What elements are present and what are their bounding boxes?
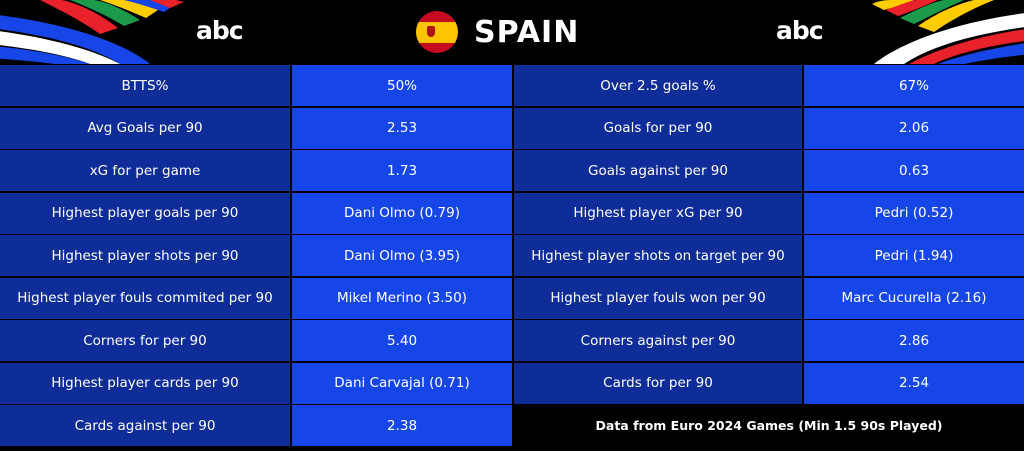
table-row: Cards against per 90 2.38 Data from Euro… (0, 405, 1024, 447)
stat-value-right: Pedri (1.94) (804, 235, 1024, 276)
team-title-group: SPAIN (416, 10, 579, 54)
table-row: Highest player goals per 90 Dani Olmo (0… (0, 192, 1024, 235)
stat-label-right: Corners against per 90 (514, 320, 802, 361)
stat-value-right: Marc Cucurella (2.16) (804, 277, 1024, 319)
stat-value-right: 2.54 (804, 362, 1024, 404)
table-row: Highest player cards per 90 Dani Carvaja… (0, 362, 1024, 405)
stat-value-right: 0.63 (804, 150, 1024, 191)
table-row: xG for per game 1.73 Goals against per 9… (0, 150, 1024, 192)
stat-value-left: 1.73 (292, 150, 512, 191)
table-row: Corners for per 90 5.40 Corners against … (0, 320, 1024, 362)
stat-value-left: Mikel Merino (3.50) (292, 277, 512, 319)
stat-label-left: Highest player cards per 90 (0, 362, 290, 404)
header: abc SPAIN abc (0, 0, 1024, 64)
stat-label-right: Highest player fouls won per 90 (514, 277, 802, 319)
brand-logo-left: abc (196, 16, 244, 45)
stat-label-right: Goals against per 90 (514, 150, 802, 191)
stat-value-left: 2.53 (292, 107, 512, 149)
table-row: Highest player fouls commited per 90 Mik… (0, 277, 1024, 320)
table-row: Avg Goals per 90 2.53 Goals for per 90 2… (0, 107, 1024, 150)
table-row: Highest player shots per 90 Dani Olmo (3… (0, 235, 1024, 277)
stat-value-left: 2.38 (292, 405, 512, 446)
source-note: Data from Euro 2024 Games (Min 1.5 90s P… (514, 405, 1024, 446)
stat-label-right: Highest player xG per 90 (514, 192, 802, 234)
stat-label-left: Corners for per 90 (0, 320, 290, 361)
stat-label-right: Highest player shots on target per 90 (514, 235, 802, 276)
stat-value-left: 50% (292, 65, 512, 106)
stripes-decoration-left (0, 0, 184, 64)
stat-label-left: Cards against per 90 (0, 405, 290, 446)
stat-label-left: Avg Goals per 90 (0, 107, 290, 149)
stat-label-left: Highest player goals per 90 (0, 192, 290, 234)
stat-value-left: Dani Olmo (3.95) (292, 235, 512, 276)
stat-label-right: Cards for per 90 (514, 362, 802, 404)
stat-label-left: Highest player shots per 90 (0, 235, 290, 276)
stat-label-left: Highest player fouls commited per 90 (0, 277, 290, 319)
stat-value-right: 67% (804, 65, 1024, 106)
stat-value-left: Dani Olmo (0.79) (292, 192, 512, 234)
stat-value-right: Pedri (0.52) (804, 192, 1024, 234)
spain-flag-icon (416, 11, 458, 53)
stat-value-right: 2.86 (804, 320, 1024, 361)
brand-logo-right: abc (776, 16, 824, 45)
team-title: SPAIN (474, 14, 580, 50)
stat-label-left: xG for per game (0, 150, 290, 191)
stat-value-left: Dani Carvajal (0.71) (292, 362, 512, 404)
stat-label-right: Over 2.5 goals % (514, 65, 802, 106)
stat-label-right: Goals for per 90 (514, 107, 802, 149)
table-row: BTTS% 50% Over 2.5 goals % 67% (0, 65, 1024, 107)
stripes-decoration-right (872, 0, 1024, 64)
stat-value-right: 2.06 (804, 107, 1024, 149)
stat-value-left: 5.40 (292, 320, 512, 361)
stat-label-left: BTTS% (0, 65, 290, 106)
